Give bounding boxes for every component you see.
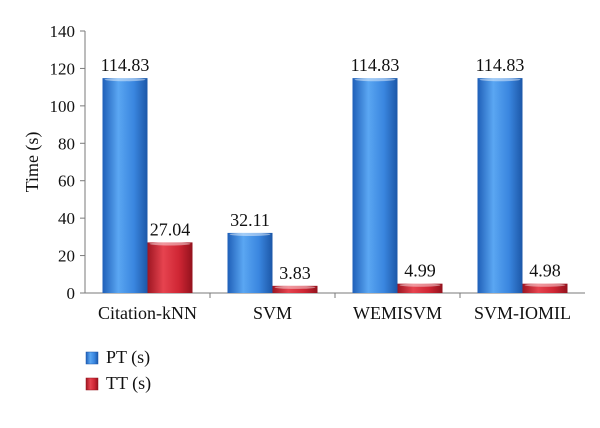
bar-data-label: 4.98 xyxy=(529,261,561,281)
bar xyxy=(227,232,273,293)
bar-top-highlight xyxy=(274,285,316,289)
bar-data-label: 4.99 xyxy=(404,261,436,281)
legend: PT (s) TT (s) xyxy=(85,347,151,394)
bar-top-highlight xyxy=(149,242,191,246)
bar-top-highlight xyxy=(354,78,396,82)
y-tick-label: 0 xyxy=(67,284,76,303)
y-tick-label: 20 xyxy=(58,247,75,266)
bar-data-label: 3.83 xyxy=(279,263,311,283)
y-tick-label: 80 xyxy=(58,134,75,153)
bar-top-highlight xyxy=(524,283,566,287)
y-axis: 0 20 40 60 80 100 120 140 xyxy=(50,22,86,303)
y-tick-label: 60 xyxy=(58,172,75,191)
x-category-label: SVM-IOMIL xyxy=(474,303,571,323)
legend-swatch xyxy=(85,351,99,365)
bar xyxy=(352,78,398,294)
legend-label: PT (s) xyxy=(106,347,150,368)
bar xyxy=(147,242,193,293)
y-axis-title: Time (s) xyxy=(22,132,43,193)
bar-top-highlight xyxy=(399,283,441,287)
y-tick-label: 120 xyxy=(50,59,76,78)
x-axis: Citation-kNN SVM WEMISVM SVM-IOMIL xyxy=(85,292,585,323)
y-tick-label: 100 xyxy=(50,97,76,116)
bar xyxy=(477,78,523,294)
bar xyxy=(397,283,443,293)
x-category-label: SVM xyxy=(253,303,292,323)
x-category-label: Citation-kNN xyxy=(98,303,197,323)
legend-label: TT (s) xyxy=(106,373,151,394)
bar xyxy=(272,285,318,293)
bar-data-label: 114.83 xyxy=(101,55,150,75)
y-tick-label: 40 xyxy=(58,209,75,228)
x-category-label: WEMISVM xyxy=(353,303,442,323)
bar-data-label: 27.04 xyxy=(150,219,191,239)
bar xyxy=(522,283,568,293)
legend-swatch xyxy=(85,377,99,391)
bars: 114.83 27.04 32.11 3.83 114.83 4.99 114.83 4.98 xyxy=(101,55,568,294)
y-tick-label: 140 xyxy=(50,22,76,41)
bar-data-label: 32.11 xyxy=(230,210,270,230)
bar-top-highlight xyxy=(229,232,271,237)
bar-data-label: 114.83 xyxy=(351,55,400,75)
bar-data-label: 114.83 xyxy=(476,55,525,75)
bar-top-highlight xyxy=(479,78,521,82)
bar xyxy=(102,78,148,294)
bar-top-highlight xyxy=(104,78,146,82)
